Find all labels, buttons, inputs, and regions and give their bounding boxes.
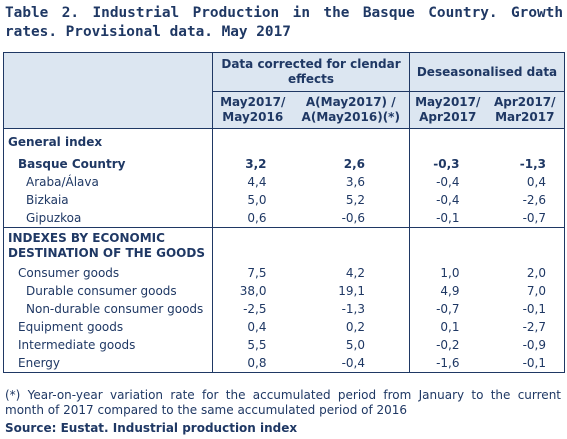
- header-col-2: A(May2017) / A(May2016)(*): [292, 91, 410, 129]
- section-row-indexes: INDEXES BY ECONOMIC DESTINATION OF THE G…: [3, 227, 565, 264]
- table-row: Durable consumer goods 38,0 19,1 4,9 7,0: [3, 282, 565, 300]
- table-row: Basque Country 3,2 2,6 -0,3 -1,3: [3, 155, 565, 173]
- cell-value: 0,4: [485, 173, 565, 191]
- row-label: Consumer goods: [3, 264, 213, 282]
- header-corner-lower: [3, 91, 213, 129]
- cell-value: -0,6: [292, 209, 410, 228]
- cell-value: 0,6: [247, 211, 267, 225]
- header-col-4: Apr2017/ Mar2017: [485, 91, 565, 129]
- cell-value: -0,4: [436, 175, 460, 189]
- cell-value: 5,2: [292, 191, 410, 209]
- table-row: Consumer goods 7,5 4,2 1,0 2,0: [3, 264, 565, 282]
- cell-value: -1,3: [292, 300, 410, 318]
- cell-value: 7,0: [485, 282, 565, 300]
- cell-value: -0,1: [485, 300, 565, 318]
- section-row-general: General index: [3, 128, 565, 155]
- section-general-index: General index: [3, 128, 213, 155]
- footnote: (*) Year-on-year variation rate for the …: [5, 388, 561, 417]
- row-label: Non-durable consumer goods: [3, 300, 213, 318]
- row-label: Durable consumer goods: [3, 282, 213, 300]
- header-col-1: May2017/ May2016: [212, 91, 293, 129]
- header-col-3: May2017/ Apr2017: [409, 91, 486, 129]
- cell-value: 2,6: [292, 155, 410, 173]
- cell-value: 5,5: [247, 338, 267, 352]
- cell-value: 4,4: [247, 175, 267, 189]
- table-row: Bizkaia 5,0 5,2 -0,4 -2,6: [3, 191, 565, 209]
- cell-value: -0,9: [485, 336, 565, 354]
- cell-value: 1,0: [440, 266, 460, 280]
- row-label: Energy: [3, 354, 213, 373]
- cell-value: 4,2: [292, 264, 410, 282]
- cell-value: 5,0: [292, 336, 410, 354]
- table-row: Non-durable consumer goods -2,5 -1,3 -0,…: [3, 300, 565, 318]
- table-row: Gipuzkoa 0,6 -0,6 -0,1 -0,7: [3, 209, 565, 228]
- cell-value: -0,7: [485, 209, 565, 228]
- table-title: Table 2. Industrial Production in the Ba…: [5, 5, 563, 40]
- cell-value: -0,4: [436, 193, 460, 207]
- cell-value: 2,0: [485, 264, 565, 282]
- row-label: Araba/Álava: [3, 173, 213, 191]
- growth-rates-table: Data corrected for clendar effects Desea…: [3, 52, 565, 373]
- cell-value: 5,0: [247, 193, 267, 207]
- row-label: Intermediate goods: [3, 336, 213, 354]
- cell-value: 0,1: [440, 320, 460, 334]
- source-line: Source: Eustat. Industrial production in…: [5, 421, 298, 435]
- table-row: Energy 0,8 -0,4 -1,6 -0,1: [3, 354, 565, 373]
- cell-value: 0,4: [247, 320, 267, 334]
- cell-value: 38,0: [239, 284, 267, 298]
- cell-value: -0,4: [292, 354, 410, 373]
- table-row: Araba/Álava 4,4 3,6 -0,4 0,4: [3, 173, 565, 191]
- row-label: Equipment goods: [3, 318, 213, 336]
- cell-value: -0,3: [433, 157, 460, 171]
- cell-value: 0,2: [292, 318, 410, 336]
- table-row: Intermediate goods 5,5 5,0 -0,2 -0,9: [3, 336, 565, 354]
- cell-value: 3,2: [245, 157, 267, 171]
- cell-value: 19,1: [292, 282, 410, 300]
- row-label: Gipuzkoa: [3, 209, 213, 228]
- header-group-deseasonalised: Deseasonalised data: [409, 52, 565, 92]
- cell-value: -0,2: [436, 338, 460, 352]
- row-label: Basque Country: [3, 155, 213, 173]
- header-corner: [3, 52, 213, 92]
- cell-value: -2,6: [485, 191, 565, 209]
- cell-value: 7,5: [247, 266, 267, 280]
- cell-value: 4,9: [440, 284, 460, 298]
- cell-value: 0,8: [212, 354, 293, 373]
- cell-value: -2,5: [243, 302, 267, 316]
- cell-value: -2,7: [485, 318, 565, 336]
- cell-value: -0,1: [436, 211, 460, 225]
- header-group-calendar: Data corrected for clendar effects: [212, 52, 410, 92]
- header-row-columns: May2017/ May2016 A(May2017) / A(May2016)…: [3, 91, 565, 129]
- cell-value: -1,3: [485, 155, 565, 173]
- row-label: Bizkaia: [3, 191, 213, 209]
- section-indexes-destination: INDEXES BY ECONOMIC DESTINATION OF THE G…: [3, 227, 213, 264]
- cell-value: -0,1: [485, 354, 565, 373]
- cell-value: -1,6: [409, 354, 486, 373]
- table-row: Equipment goods 0,4 0,2 0,1 -2,7: [3, 318, 565, 336]
- cell-value: 3,6: [292, 173, 410, 191]
- header-row-groups: Data corrected for clendar effects Desea…: [3, 52, 565, 92]
- cell-value: -0,7: [436, 302, 460, 316]
